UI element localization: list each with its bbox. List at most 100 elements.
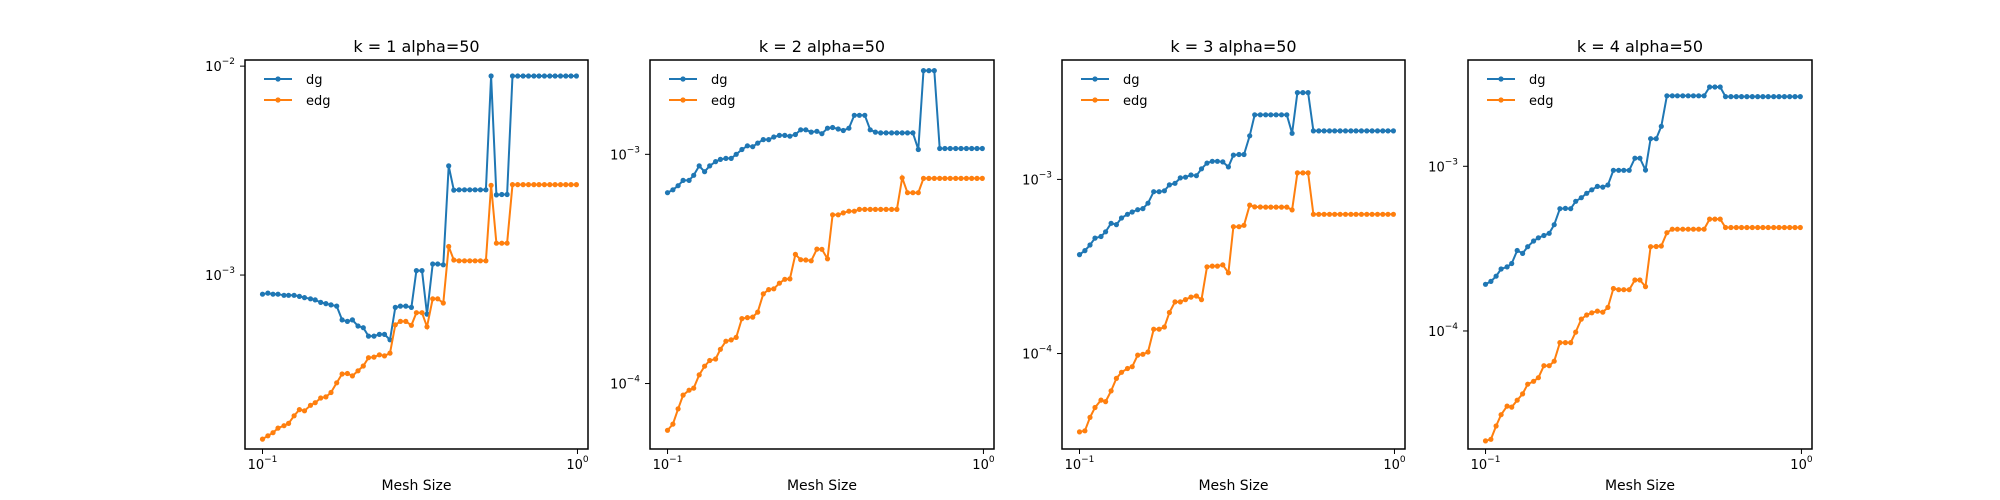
data-point-edg (1369, 211, 1375, 217)
data-point-edg (1680, 226, 1686, 232)
data-point-dg (664, 190, 671, 196)
data-point-dg (392, 304, 398, 310)
data-point-edg (541, 182, 548, 188)
data-point-edg (1257, 204, 1263, 210)
data-point-edg (926, 175, 932, 181)
data-point-edg (531, 182, 537, 188)
data-point-dg (552, 73, 558, 79)
data-point-dg (1578, 195, 1584, 201)
data-point-dg (889, 130, 895, 136)
data-point-dg (525, 73, 532, 79)
x-tick-label: 100 (566, 455, 589, 473)
data-point-dg (1568, 206, 1574, 212)
data-point-dg (1252, 112, 1258, 118)
data-point-edg (381, 353, 388, 359)
data-point-edg (1156, 326, 1162, 332)
data-point-dg (1135, 207, 1141, 213)
data-point-edg (1776, 224, 1782, 231)
data-point-edg (552, 182, 558, 188)
y-tick-label-exponent: −4 (627, 375, 641, 385)
data-point-edg (334, 380, 340, 386)
data-point-dg (408, 304, 414, 310)
data-point-dg (1669, 93, 1675, 99)
data-point-dg (435, 261, 441, 267)
data-point-dg (312, 297, 318, 303)
data-point-edg (1616, 287, 1622, 293)
x-axis-label: Mesh Size (381, 478, 451, 494)
data-point-dg (808, 129, 814, 135)
data-point-edg (360, 363, 366, 369)
data-point-dg (557, 73, 564, 79)
data-point-dg (1653, 136, 1659, 142)
data-point-edg (376, 352, 382, 358)
data-point-dg (872, 129, 879, 135)
data-point-edg (499, 240, 505, 246)
data-point-edg (1658, 243, 1664, 249)
data-point-dg (1488, 278, 1494, 284)
data-point-dg (1531, 238, 1537, 244)
data-point-dg (680, 177, 686, 183)
data-point-edg (1342, 211, 1349, 217)
data-point-edg (1562, 340, 1568, 346)
data-point-edg (760, 291, 766, 297)
data-point-edg (328, 389, 334, 396)
data-point-dg (1781, 94, 1787, 100)
data-point-dg (1787, 94, 1793, 100)
data-point-edg (947, 175, 953, 181)
data-point-dg (755, 140, 761, 146)
data-point-edg (1787, 224, 1793, 231)
data-point-dg (910, 130, 916, 136)
data-point-dg (1632, 155, 1638, 161)
data-point-edg (307, 402, 314, 408)
data-point-edg (1792, 224, 1798, 231)
data-point-dg (403, 303, 409, 309)
data-point-dg (691, 172, 697, 178)
data-point-edg (483, 258, 489, 264)
x-tick-label: 10−1 (1471, 455, 1501, 473)
data-point-edg (1289, 207, 1295, 213)
data-point-edg (1113, 375, 1119, 381)
data-point-edg (1209, 263, 1215, 269)
data-point-dg (1696, 93, 1702, 99)
data-point-edg (867, 206, 873, 212)
data-point-dg (1616, 167, 1622, 173)
data-point-edg (573, 182, 580, 188)
data-point-dg (339, 317, 345, 323)
data-point-dg (1348, 128, 1354, 134)
data-point-dg (328, 302, 334, 308)
x-tick-label: 100 (1383, 455, 1406, 473)
data-point-edg (1728, 224, 1734, 231)
data-point-edg (1140, 351, 1146, 357)
legend-label-dg: dg (306, 73, 323, 88)
data-point-edg (1546, 363, 1552, 369)
legend-marker-dg (680, 76, 686, 82)
data-point-edg (1374, 211, 1381, 217)
data-point-edg (1252, 204, 1258, 210)
data-point-edg (696, 372, 702, 378)
data-point-dg (1140, 206, 1146, 212)
x-tick-label-base: 10 (1065, 458, 1082, 473)
data-point-dg (696, 163, 702, 169)
chart-title: k = 2 alpha=50 (759, 37, 885, 56)
data-point-edg (1632, 277, 1638, 283)
x-tick-label-base: 10 (248, 458, 265, 473)
data-point-edg (728, 337, 734, 343)
data-point-dg (1326, 128, 1333, 134)
data-point-dg (1257, 112, 1263, 118)
legend-marker-edg (680, 97, 686, 103)
data-point-dg (1594, 183, 1600, 189)
data-point-dg (515, 73, 521, 79)
plot-frame (1467, 59, 1813, 450)
data-point-edg (1198, 297, 1205, 303)
data-point-dg (1289, 130, 1295, 136)
data-point-edg (755, 309, 761, 315)
data-point-dg (1722, 94, 1729, 100)
data-point-edg (1273, 204, 1279, 210)
data-point-edg (456, 258, 462, 264)
data-point-edg (472, 258, 478, 264)
data-point-edg (1092, 404, 1098, 411)
data-point-edg (1744, 224, 1750, 231)
data-point-edg (547, 182, 553, 188)
data-point-dg (1087, 242, 1093, 248)
data-point-edg (493, 240, 499, 246)
